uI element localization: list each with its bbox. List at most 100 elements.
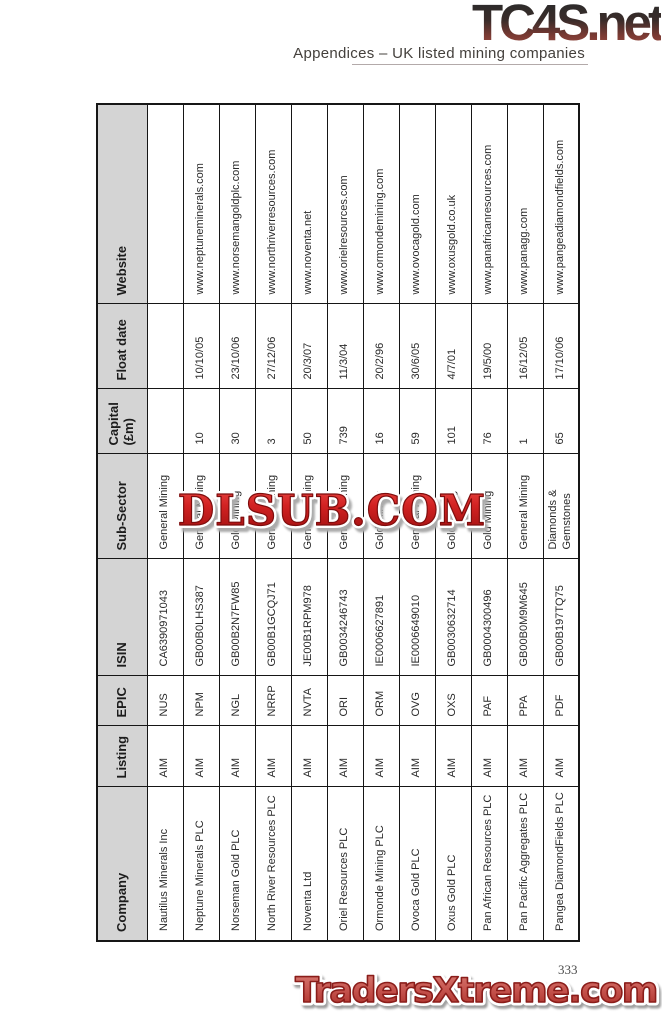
isin-cell: IE0006627891 bbox=[363, 559, 399, 676]
website-cell: www.northriverresources.com bbox=[255, 104, 291, 304]
isin-cell: GB00B0M9M645 bbox=[507, 559, 543, 676]
website-cell: www.pangeadiamondfields.com bbox=[543, 104, 579, 304]
column-header-float-date: Float date bbox=[97, 304, 147, 389]
column-header-epic: EPIC bbox=[97, 676, 147, 726]
capital-cell: 76 bbox=[471, 389, 507, 454]
isin-cell: GB0004300496 bbox=[471, 559, 507, 676]
sub-sector-cell: Diamonds & Gemstones bbox=[543, 454, 579, 559]
epic-cell: NGL bbox=[219, 676, 255, 726]
company-cell: Ovoca Gold PLC bbox=[399, 787, 435, 941]
float-date-cell: 4/7/01 bbox=[435, 304, 471, 389]
capital-cell: 1 bbox=[507, 389, 543, 454]
epic-cell: PPA bbox=[507, 676, 543, 726]
company-cell: Oxus Gold PLC bbox=[435, 787, 471, 941]
epic-cell: ORM bbox=[363, 676, 399, 726]
capital-cell: 10 bbox=[183, 389, 219, 454]
page-number: 333 bbox=[558, 962, 578, 977]
listing-cell: AIM bbox=[183, 726, 219, 787]
isin-cell: GB00B1GCQJ71 bbox=[255, 559, 291, 676]
website-cell: www.orielresources.com bbox=[327, 104, 363, 304]
company-cell: Oriel Resources PLC bbox=[327, 787, 363, 941]
company-cell: Nautilus Minerals Inc bbox=[147, 787, 183, 941]
company-cell: Ormonde Mining PLC bbox=[363, 787, 399, 941]
company-cell: Pangea DiamondFields PLC bbox=[543, 787, 579, 941]
listing-cell: AIM bbox=[147, 726, 183, 787]
float-date-cell: 23/10/06 bbox=[219, 304, 255, 389]
float-date-cell: 20/2/96 bbox=[363, 304, 399, 389]
float-date-cell: 27/12/06 bbox=[255, 304, 291, 389]
listing-cell: AIM bbox=[363, 726, 399, 787]
isin-cell: JE00B1RPM978 bbox=[291, 559, 327, 676]
epic-cell: OVG bbox=[399, 676, 435, 726]
float-date-cell: 10/10/05 bbox=[183, 304, 219, 389]
float-date-cell: 11/3/04 bbox=[327, 304, 363, 389]
column-header-capital: Capital (£m) bbox=[97, 389, 147, 454]
epic-cell: ORI bbox=[327, 676, 363, 726]
isin-cell: GB0034246743 bbox=[327, 559, 363, 676]
listing-cell: AIM bbox=[543, 726, 579, 787]
tradersxtreme-watermark-outline: TradersXtreme.com bbox=[295, 971, 657, 1011]
company-cell: North River Resources PLC bbox=[255, 787, 291, 941]
listing-cell: AIM bbox=[255, 726, 291, 787]
website-cell: www.oxusgold.co.uk bbox=[435, 104, 471, 304]
column-header-website: Website bbox=[97, 104, 147, 304]
sub-sector-cell: General Mining bbox=[507, 454, 543, 559]
listing-cell: AIM bbox=[219, 726, 255, 787]
capital-cell: 3 bbox=[255, 389, 291, 454]
capital-cell bbox=[147, 389, 183, 454]
company-cell: Pan African Resources PLC bbox=[471, 787, 507, 941]
listing-cell: AIM bbox=[471, 726, 507, 787]
epic-cell: NRRP bbox=[255, 676, 291, 726]
tc4s-site-logo: TC4S.net bbox=[472, 0, 662, 49]
website-cell: www.norsemangoldplc.com bbox=[219, 104, 255, 304]
column-header-isin: ISIN bbox=[97, 559, 147, 676]
listing-cell: AIM bbox=[507, 726, 543, 787]
float-date-cell: 30/6/05 bbox=[399, 304, 435, 389]
table-row: Pangea DiamondFields PLC AIM PDF GB00B197TQ… bbox=[543, 104, 579, 941]
column-header-company: Company bbox=[97, 787, 147, 941]
capital-cell: 739 bbox=[327, 389, 363, 454]
website-cell: www.ormondemining.com bbox=[363, 104, 399, 304]
table-header-row: Company Listing EPIC ISIN Sub-Sector Cap… bbox=[97, 104, 147, 941]
capital-cell: 16 bbox=[363, 389, 399, 454]
header-rule-divider bbox=[352, 64, 588, 65]
listing-cell: AIM bbox=[399, 726, 435, 787]
float-date-cell: 20/3/07 bbox=[291, 304, 327, 389]
epic-cell: NUS bbox=[147, 676, 183, 726]
column-header-sub-sector: Sub-Sector bbox=[97, 454, 147, 559]
appendix-header-title: Appendices – UK listed mining companies bbox=[293, 45, 585, 62]
isin-cell: GB00B0LHS387 bbox=[183, 559, 219, 676]
epic-cell: NPM bbox=[183, 676, 219, 726]
website-cell: www.panagg.com bbox=[507, 104, 543, 304]
float-date-cell bbox=[147, 304, 183, 389]
website-cell: www.panafricanresources.com bbox=[471, 104, 507, 304]
tradersxtreme-watermark-text: TradersXtreme.com bbox=[295, 971, 657, 1011]
epic-cell: OXS bbox=[435, 676, 471, 726]
isin-cell: GB0030632714 bbox=[435, 559, 471, 676]
dlsub-watermark: DLSUB.COM DLSUB.COM bbox=[179, 483, 485, 538]
capital-cell: 59 bbox=[399, 389, 435, 454]
listing-cell: AIM bbox=[327, 726, 363, 787]
website-cell: www.noventa.net bbox=[291, 104, 327, 304]
column-header-listing: Listing bbox=[97, 726, 147, 787]
table-row: Nautilus Minerals Inc AIM NUS CA6390971043 G… bbox=[147, 104, 183, 941]
website-cell: www.neptuneminerals.com bbox=[183, 104, 219, 304]
company-cell: Neptune Minerals PLC bbox=[183, 787, 219, 941]
isin-cell: GB00B2N7FW85 bbox=[219, 559, 255, 676]
sub-sector-cell: General Mining bbox=[147, 454, 183, 559]
isin-cell: IE0006649010 bbox=[399, 559, 435, 676]
table-row: Pan Pacific Aggregates PLC AIM PPA GB00B0M9… bbox=[507, 104, 543, 941]
capital-cell: 101 bbox=[435, 389, 471, 454]
website-cell bbox=[147, 104, 183, 304]
capital-cell: 30 bbox=[219, 389, 255, 454]
company-cell: Pan Pacific Aggregates PLC bbox=[507, 787, 543, 941]
epic-cell: NVTA bbox=[291, 676, 327, 726]
tradersxtreme-watermark: TradersXtreme.com TradersXtreme.com bbox=[292, 968, 662, 1015]
epic-cell: PDF bbox=[543, 676, 579, 726]
float-date-cell: 19/5/00 bbox=[471, 304, 507, 389]
listing-cell: AIM bbox=[291, 726, 327, 787]
capital-cell: 50 bbox=[291, 389, 327, 454]
float-date-cell: 17/10/06 bbox=[543, 304, 579, 389]
dlsub-watermark-outline: DLSUB.COM bbox=[179, 486, 485, 535]
company-cell: Norseman Gold PLC bbox=[219, 787, 255, 941]
